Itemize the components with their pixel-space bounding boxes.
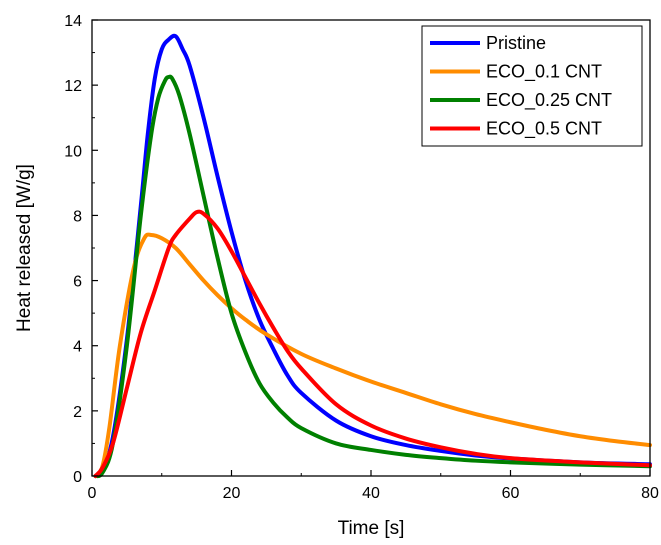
y-tick-label: 6 xyxy=(73,274,82,291)
y-tick-label: 14 xyxy=(64,13,82,30)
y-axis-title: Heat released [W/g] xyxy=(14,164,35,332)
y-tick-label: 4 xyxy=(73,339,82,356)
y-tick-label: 12 xyxy=(64,78,82,95)
series-line-2 xyxy=(93,232,652,478)
x-axis-title: Time [s] xyxy=(338,518,405,539)
legend-label: ECO_0.5 CNT xyxy=(486,119,602,140)
y-tick-label: 0 xyxy=(73,469,82,486)
legend-label: ECO_0.25 CNT xyxy=(486,90,612,111)
legend-label: Pristine xyxy=(486,33,546,53)
x-axis-ticks: 0 20 40 60 80 xyxy=(88,470,659,502)
x-tick-label: 60 xyxy=(502,485,520,502)
legend-label: ECO_0.1 CNT xyxy=(486,62,602,83)
x-tick-label: 20 xyxy=(223,485,241,502)
y-axis-ticks: 0 2 4 6 8 10 12 14 xyxy=(64,13,98,486)
legend-box xyxy=(421,25,643,147)
y-tick-label: 8 xyxy=(73,208,82,225)
x-tick-label: 40 xyxy=(362,485,380,502)
y-tick-label: 10 xyxy=(64,143,82,160)
y-tick-label: 2 xyxy=(73,404,82,421)
x-tick-label: 80 xyxy=(641,485,659,502)
x-tick-label: 0 xyxy=(88,485,97,502)
legend: Pristine ECO_0.1 CNT ECO_0.25 CNT ECO_0.5 C… xyxy=(421,25,643,147)
series-line-4 xyxy=(93,209,652,478)
plot-lines xyxy=(93,33,652,479)
series-line-3 xyxy=(93,74,652,479)
